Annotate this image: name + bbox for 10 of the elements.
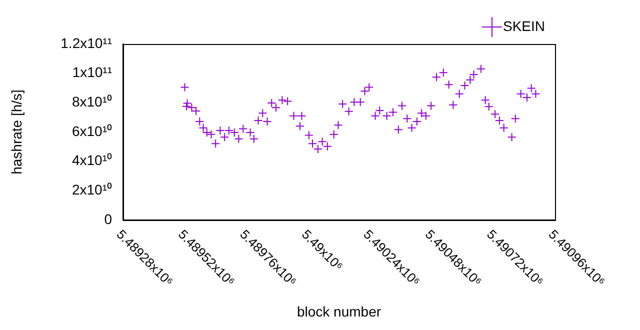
- y-tick-label: 6x10¹⁰: [72, 122, 112, 139]
- y-tick-label: 0: [104, 210, 112, 227]
- y-tick-label: 4x10¹⁰: [72, 152, 112, 168]
- y-tick-label: 2x10¹⁰: [72, 182, 112, 198]
- y-tick-label: 1.2x10¹¹: [60, 34, 112, 51]
- y-tick-label: 1x10¹¹: [72, 64, 112, 80]
- y-tick-label: 8x10¹⁰: [72, 94, 112, 110]
- x-axis-title: block number: [296, 303, 382, 320]
- y-axis-title: hashrate [h/s]: [8, 90, 24, 174]
- legend-label: SKEIN: [502, 18, 545, 34]
